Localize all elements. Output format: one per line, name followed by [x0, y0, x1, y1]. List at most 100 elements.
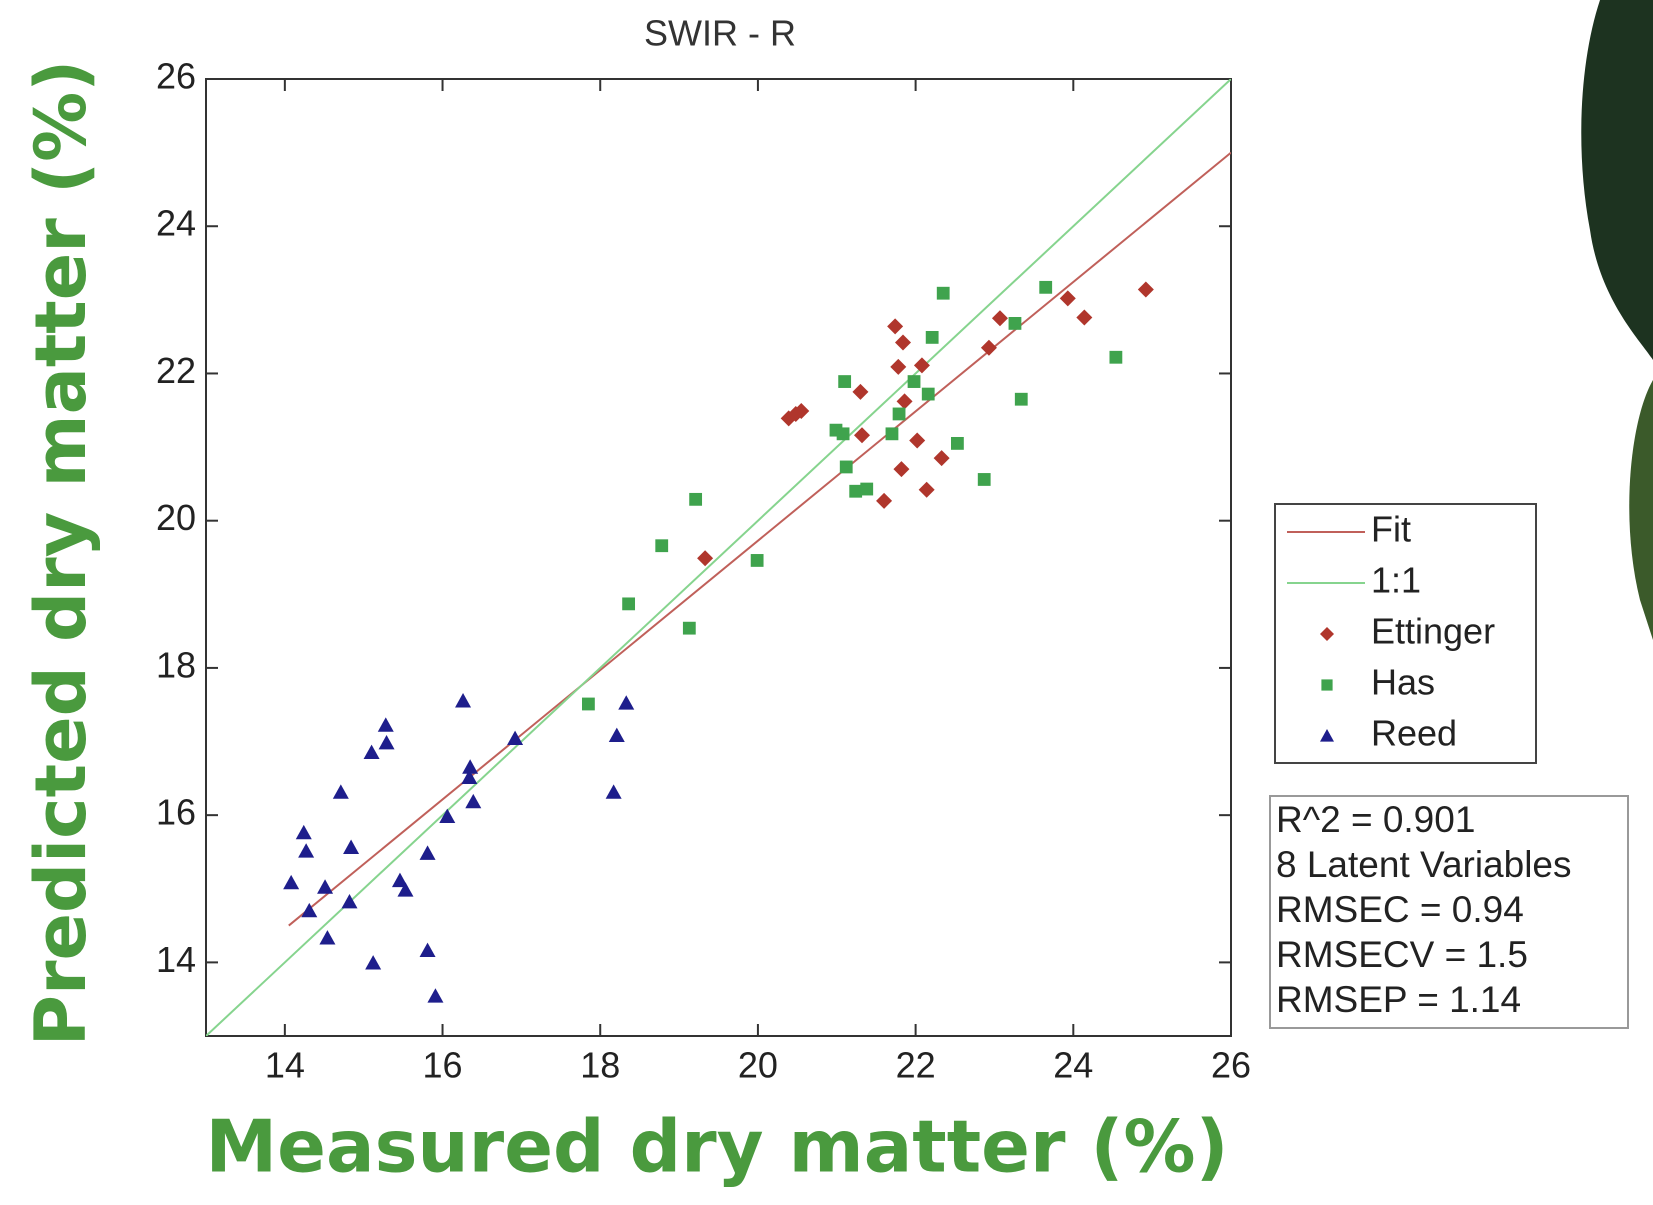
legend-label: Has: [1371, 662, 1435, 703]
data-point: [849, 484, 863, 498]
stats-line: 8 Latent Variables: [1276, 844, 1572, 885]
data-point: [605, 784, 622, 799]
x-tick-label: 16: [423, 1045, 463, 1086]
data-point: [1008, 317, 1022, 330]
data-point: [895, 334, 911, 351]
data-point: [838, 375, 852, 388]
data-point: [933, 450, 950, 467]
y-tick-label: 20: [156, 497, 196, 538]
data-point: [419, 942, 436, 958]
data-point: [991, 310, 1008, 327]
legend-label: Ettinger: [1371, 611, 1495, 652]
data-point: [295, 824, 312, 840]
data-point: [319, 930, 336, 945]
data-point: [921, 387, 935, 401]
legend-label: Reed: [1371, 713, 1457, 754]
data-point: [951, 436, 964, 450]
x-tick-label: 14: [265, 1045, 305, 1086]
data-point: [885, 427, 899, 441]
x-tick-label: 26: [1211, 1045, 1251, 1086]
data-point: [1137, 281, 1154, 298]
stats-box: [1269, 795, 1629, 1029]
data-point: [793, 403, 810, 420]
data-point: [397, 882, 414, 897]
data-point: [907, 375, 921, 388]
y-tick-label: 14: [156, 939, 196, 980]
stats-line: RMSECV = 1.5: [1276, 934, 1528, 975]
x-tick-label: 24: [1053, 1045, 1093, 1086]
y-axis-label: Predicted dry matter (%): [20, 60, 102, 1047]
data-point: [852, 383, 869, 400]
legend-swatch: [1320, 729, 1334, 742]
data-point: [1014, 392, 1028, 406]
legend-label: Fit: [1371, 509, 1411, 550]
data-point: [298, 843, 315, 858]
data-point: [507, 730, 524, 745]
data-point: [618, 695, 635, 710]
data-point: [391, 872, 408, 888]
data-point: [860, 482, 874, 496]
data-point: [378, 735, 395, 750]
data-point: [332, 784, 349, 799]
x-axis-label: Measured dry matter (%): [206, 1105, 1229, 1189]
y-tick-label: 16: [156, 792, 196, 833]
data-point: [455, 693, 472, 708]
y-tick-label: 26: [156, 56, 196, 97]
data-point: [887, 318, 904, 335]
data-point: [439, 808, 456, 824]
data-point: [893, 461, 910, 478]
x-tick-label: 20: [738, 1045, 778, 1086]
data-point: [283, 874, 300, 890]
data-point: [682, 621, 696, 635]
data-point: [1109, 350, 1123, 364]
stats-line: R^2 = 0.901: [1276, 799, 1475, 840]
data-point: [836, 427, 850, 441]
data-point: [301, 902, 318, 918]
leaf-decoration: [1581, 0, 1653, 360]
data-point: [419, 845, 436, 860]
chart-title: SWIR - R: [644, 13, 796, 54]
data-point: [363, 744, 380, 759]
data-point: [913, 357, 930, 374]
data-point: [936, 286, 950, 300]
legend-box: [1274, 503, 1537, 764]
data-point: [697, 550, 714, 567]
y-tick-label: 18: [156, 644, 196, 685]
data-point: [317, 879, 334, 894]
data-point: [461, 769, 478, 785]
data-point: [977, 473, 991, 486]
data-point: [608, 727, 625, 743]
series-line: [288, 151, 1231, 927]
data-point: [854, 427, 870, 444]
legend-swatch: [1321, 679, 1333, 691]
data-point: [689, 492, 703, 506]
stats-line: RMSEC = 0.94: [1276, 889, 1524, 930]
data-point: [1076, 309, 1093, 326]
legend-label: 1:1: [1371, 560, 1421, 601]
legend-swatch: [1320, 627, 1334, 641]
data-point: [750, 554, 764, 567]
data-point: [377, 717, 394, 732]
stats-line: RMSEP = 1.14: [1276, 979, 1521, 1020]
data-point: [341, 894, 358, 909]
data-point: [343, 839, 360, 854]
data-point: [1039, 280, 1053, 294]
data-point: [925, 330, 939, 344]
data-point: [582, 697, 595, 711]
y-tick-label: 22: [156, 350, 196, 391]
data-point: [890, 358, 907, 375]
data-point: [918, 481, 935, 498]
series-line: [206, 79, 1231, 1036]
data-point: [465, 793, 482, 809]
data-point: [876, 492, 893, 509]
x-tick-label: 18: [580, 1045, 620, 1086]
data-point: [839, 460, 853, 474]
data-point: [365, 955, 382, 970]
data-point: [427, 988, 444, 1003]
data-point: [622, 597, 636, 611]
data-point: [655, 539, 669, 553]
y-tick-label: 24: [156, 203, 196, 244]
data-point: [909, 432, 926, 449]
data-point: [896, 393, 913, 410]
